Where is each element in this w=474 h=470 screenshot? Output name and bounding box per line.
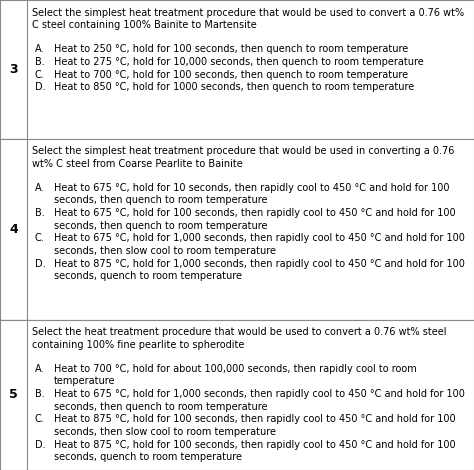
Text: Heat to 875 °C, hold for 100 seconds, then rapidly cool to 450 °C and hold for 1: Heat to 875 °C, hold for 100 seconds, th…: [54, 440, 455, 450]
Text: C.: C.: [35, 70, 45, 79]
Bar: [0, 0, 474, 139]
Text: 3: 3: [9, 63, 18, 76]
Text: Heat to 700 °C, hold for about 100,000 seconds, then rapidly cool to room: Heat to 700 °C, hold for about 100,000 s…: [54, 364, 416, 374]
Bar: [0, 139, 474, 320]
Bar: [0, 139, 27, 320]
Text: B.: B.: [35, 57, 45, 67]
Text: D.: D.: [35, 440, 45, 450]
Text: containing 100% fine pearlite to spherodite: containing 100% fine pearlite to spherod…: [32, 340, 245, 350]
Text: C.: C.: [35, 415, 45, 424]
Text: Select the simplest heat treatment procedure that would be used to convert a 0.7: Select the simplest heat treatment proce…: [32, 8, 465, 17]
Text: A.: A.: [35, 364, 44, 374]
Text: temperature: temperature: [54, 376, 115, 386]
Text: seconds, then slow cool to room temperature: seconds, then slow cool to room temperat…: [54, 246, 275, 256]
Text: seconds, then quench to room temperature: seconds, then quench to room temperature: [54, 402, 267, 412]
Text: A.: A.: [35, 183, 44, 193]
Text: Select the heat treatment procedure that would be used to convert a 0.76 wt% ste: Select the heat treatment procedure that…: [32, 327, 447, 337]
Bar: [0, 0, 27, 139]
Text: wt% C steel from Coarse Pearlite to Bainite: wt% C steel from Coarse Pearlite to Bain…: [32, 159, 243, 169]
Text: B.: B.: [35, 389, 45, 399]
Bar: [0, 320, 474, 470]
Text: Select the simplest heat treatment procedure that would be used in converting a : Select the simplest heat treatment proce…: [32, 146, 455, 156]
Bar: [0, 320, 27, 470]
Text: Heat to 675 °C, hold for 100 seconds, then rapidly cool to 450 °C and hold for 1: Heat to 675 °C, hold for 100 seconds, th…: [54, 208, 455, 218]
Text: 4: 4: [9, 223, 18, 235]
Text: C steel containing 100% Bainite to Martensite: C steel containing 100% Bainite to Marte…: [32, 20, 257, 30]
Text: D.: D.: [35, 259, 45, 269]
Text: Heat to 875 °C, hold for 1,000 seconds, then rapidly cool to 450 °C and hold for: Heat to 875 °C, hold for 1,000 seconds, …: [54, 259, 465, 269]
Text: seconds, quench to room temperature: seconds, quench to room temperature: [54, 453, 242, 462]
Text: B.: B.: [35, 208, 45, 218]
Text: seconds, then slow cool to room temperature: seconds, then slow cool to room temperat…: [54, 427, 275, 437]
Text: Heat to 675 °C, hold for 1,000 seconds, then rapidly cool to 450 °C and hold for: Heat to 675 °C, hold for 1,000 seconds, …: [54, 234, 465, 243]
Text: Heat to 275 °C, hold for 10,000 seconds, then quench to room temperature: Heat to 275 °C, hold for 10,000 seconds,…: [54, 57, 423, 67]
Text: Heat to 700 °C, hold for 100 seconds, then quench to room temperature: Heat to 700 °C, hold for 100 seconds, th…: [54, 70, 408, 79]
Text: Heat to 875 °C, hold for 100 seconds, then rapidly cool to 450 °C and hold for 1: Heat to 875 °C, hold for 100 seconds, th…: [54, 415, 455, 424]
Text: Heat to 250 °C, hold for 100 seconds, then quench to room temperature: Heat to 250 °C, hold for 100 seconds, th…: [54, 44, 408, 54]
Text: seconds, then quench to room temperature: seconds, then quench to room temperature: [54, 196, 267, 205]
Text: A.: A.: [35, 44, 44, 54]
Text: Heat to 675 °C, hold for 1,000 seconds, then rapidly cool to 450 °C and hold for: Heat to 675 °C, hold for 1,000 seconds, …: [54, 389, 465, 399]
Text: 5: 5: [9, 388, 18, 401]
Text: Heat to 675 °C, hold for 10 seconds, then rapidly cool to 450 °C and hold for 10: Heat to 675 °C, hold for 10 seconds, the…: [54, 183, 449, 193]
Text: C.: C.: [35, 234, 45, 243]
Text: seconds, then quench to room temperature: seconds, then quench to room temperature: [54, 221, 267, 231]
Text: Heat to 850 °C, hold for 1000 seconds, then quench to room temperature: Heat to 850 °C, hold for 1000 seconds, t…: [54, 82, 414, 92]
Text: D.: D.: [35, 82, 45, 92]
Text: seconds, quench to room temperature: seconds, quench to room temperature: [54, 272, 242, 282]
